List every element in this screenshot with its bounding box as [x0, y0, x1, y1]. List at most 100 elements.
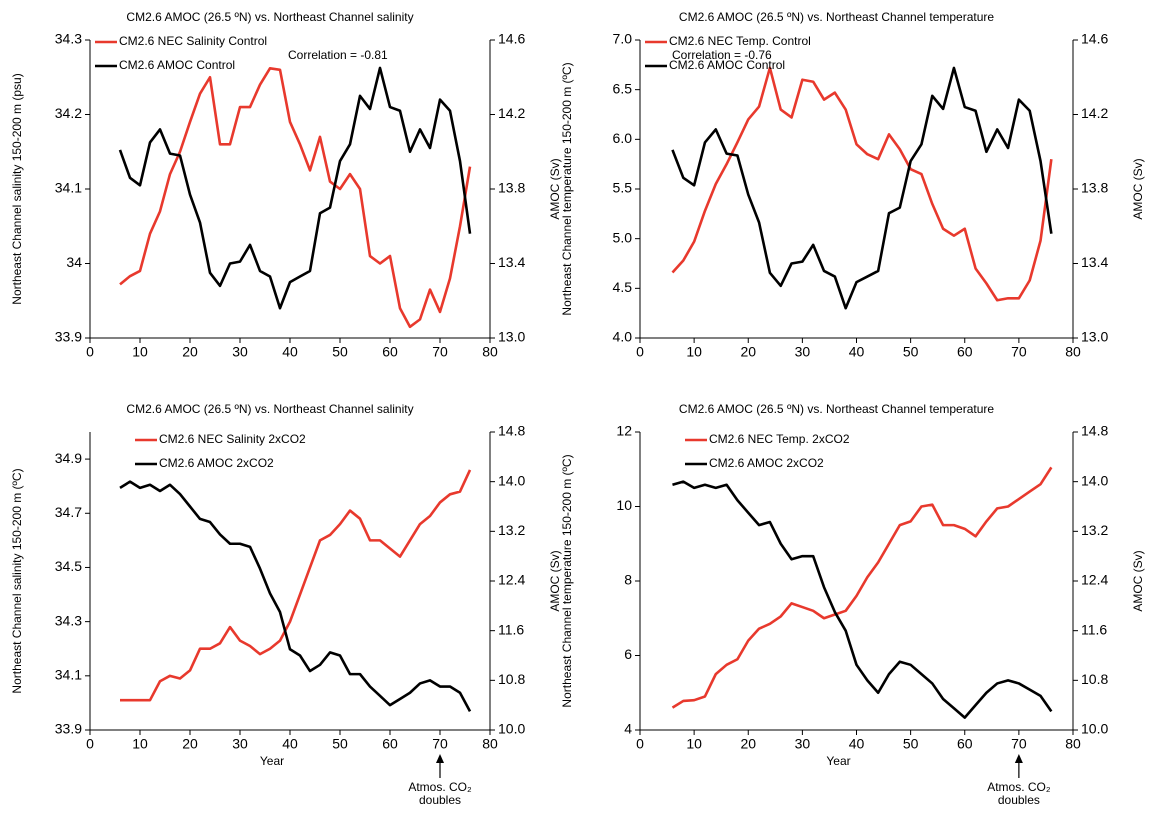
arrow-head	[436, 754, 444, 763]
x-axis-label: Year	[826, 754, 850, 768]
y2-tick-label: 14.8	[1081, 423, 1108, 439]
x-tick-label: 10	[686, 736, 702, 752]
x-tick-label: 40	[849, 344, 865, 360]
y-tick-label: 33.9	[55, 721, 82, 737]
y2-tick-label: 11.6	[498, 621, 524, 637]
y-tick-label: 34.1	[55, 180, 82, 196]
x-tick-label: 80	[1065, 736, 1081, 752]
x-tick-label: 70	[432, 344, 448, 360]
y2-tick-label: 14.8	[498, 423, 525, 439]
x-tick-label: 30	[232, 736, 248, 752]
y2-tick-label: 14.2	[498, 105, 525, 121]
y2-tick-label: 13.0	[498, 329, 525, 345]
x-tick-label: 30	[795, 344, 811, 360]
y-axis-label: Northeast Channel salinity 150-200 m (ºC…	[10, 468, 24, 693]
x-tick-label: 20	[182, 344, 198, 360]
data-line	[671, 66, 1053, 310]
x-tick-label: 30	[232, 344, 248, 360]
y-tick-label: 5.5	[613, 180, 633, 196]
y2-tick-label: 13.8	[1081, 180, 1108, 196]
legend-label: CM2.6 AMOC Control	[669, 58, 785, 72]
legend-label: CM2.6 NEC Salinity Control	[119, 34, 267, 48]
x-tick-label: 70	[1011, 344, 1027, 360]
x-tick-label: 0	[86, 736, 94, 752]
y-tick-label: 4	[624, 721, 632, 737]
data-line	[119, 67, 472, 329]
y2-axis-label: AMOC (Sv)	[548, 550, 562, 611]
y2-tick-label: 13.0	[1081, 329, 1108, 345]
y-tick-label: 6.5	[613, 80, 633, 96]
y2-tick-label: 10.8	[498, 671, 525, 687]
y-tick-label: 34.3	[55, 612, 82, 628]
data-line	[119, 480, 472, 712]
x-tick-label: 10	[132, 344, 148, 360]
data-line	[671, 66, 1053, 302]
y-axis-label: Northeast Channel temperature 150-200 m …	[560, 454, 574, 707]
annotation: Correlation = -0.81	[288, 48, 388, 62]
y-tick-label: 34.2	[55, 105, 82, 121]
y2-tick-label: 12.4	[1081, 572, 1108, 588]
y-tick-label: 34.5	[55, 558, 82, 574]
x-tick-label: 10	[132, 736, 148, 752]
x-tick-label: 20	[740, 344, 756, 360]
y2-axis-label: AMOC (Sv)	[1131, 550, 1145, 611]
y2-tick-label: 14.6	[1081, 31, 1108, 47]
chart-title: CM2.6 AMOC (26.5 ºN) vs. Northeast Chann…	[126, 402, 413, 416]
x-tick-label: 50	[332, 344, 348, 360]
y-axis-label: Northeast Channel salinity 150-200 m (ps…	[10, 73, 24, 304]
y2-tick-label: 14.2	[1081, 105, 1108, 121]
chart-title: CM2.6 AMOC (26.5 ºN) vs. Northeast Chann…	[679, 10, 995, 24]
y2-tick-label: 13.2	[498, 522, 525, 538]
y-tick-label: 7.0	[613, 31, 633, 47]
legend-label: CM2.6 NEC Salinity 2xCO2	[159, 432, 306, 446]
y-tick-label: 4.5	[613, 279, 633, 295]
x-tick-label: 80	[1065, 344, 1081, 360]
y2-tick-label: 13.4	[498, 254, 525, 270]
x-axis-label: Year	[260, 754, 284, 768]
annotation: Atmos. CO₂	[408, 780, 472, 794]
x-tick-label: 60	[957, 344, 973, 360]
y2-tick-label: 10.0	[1081, 721, 1108, 737]
data-line	[120, 469, 472, 702]
y-tick-label: 33.9	[55, 329, 82, 345]
y2-tick-label: 14.6	[498, 31, 525, 47]
x-tick-label: 0	[636, 344, 644, 360]
x-tick-label: 30	[795, 736, 811, 752]
x-tick-label: 20	[740, 736, 756, 752]
legend-label: CM2.6 NEC Temp. 2xCO2	[709, 432, 850, 446]
chart-panel: CM2.6 AMOC (26.5 ºN) vs. Northeast Chann…	[10, 10, 562, 360]
x-tick-label: 70	[432, 736, 448, 752]
x-tick-label: 40	[282, 736, 298, 752]
x-tick-label: 60	[382, 736, 398, 752]
x-tick-label: 40	[282, 344, 298, 360]
x-tick-label: 60	[957, 736, 973, 752]
y2-tick-label: 14.0	[1081, 472, 1108, 488]
annotation: doubles	[419, 793, 461, 807]
data-line	[118, 66, 472, 310]
y-tick-label: 34.9	[55, 450, 82, 466]
y2-tick-label: 13.8	[498, 180, 525, 196]
chart-panel: CM2.6 AMOC (26.5 ºN) vs. Northeast Chann…	[10, 402, 562, 807]
y-tick-label: 34	[66, 254, 82, 270]
chart-title: CM2.6 AMOC (26.5 ºN) vs. Northeast Chann…	[126, 10, 413, 24]
y-tick-label: 4.0	[613, 329, 633, 345]
x-tick-label: 80	[482, 344, 498, 360]
y2-tick-label: 10.0	[498, 721, 525, 737]
chart-panel: CM2.6 AMOC (26.5 ºN) vs. Northeast Chann…	[560, 10, 1145, 360]
data-line	[672, 480, 1053, 719]
y-tick-label: 34.7	[55, 504, 82, 520]
y-tick-label: 8	[624, 572, 632, 588]
y-tick-label: 34.3	[55, 31, 82, 47]
y2-tick-label: 11.6	[1081, 621, 1107, 637]
y2-tick-label: 12.4	[498, 572, 525, 588]
y-tick-label: 5.0	[613, 229, 633, 245]
y-tick-label: 6	[624, 646, 632, 662]
x-tick-label: 50	[903, 736, 919, 752]
x-tick-label: 60	[382, 344, 398, 360]
x-tick-label: 40	[849, 736, 865, 752]
legend-label: CM2.6 NEC Temp. Control	[669, 34, 811, 48]
chart-panel: CM2.6 AMOC (26.5 ºN) vs. Northeast Chann…	[560, 402, 1145, 807]
y2-axis-label: AMOC (Sv)	[548, 158, 562, 219]
x-tick-label: 80	[482, 736, 498, 752]
